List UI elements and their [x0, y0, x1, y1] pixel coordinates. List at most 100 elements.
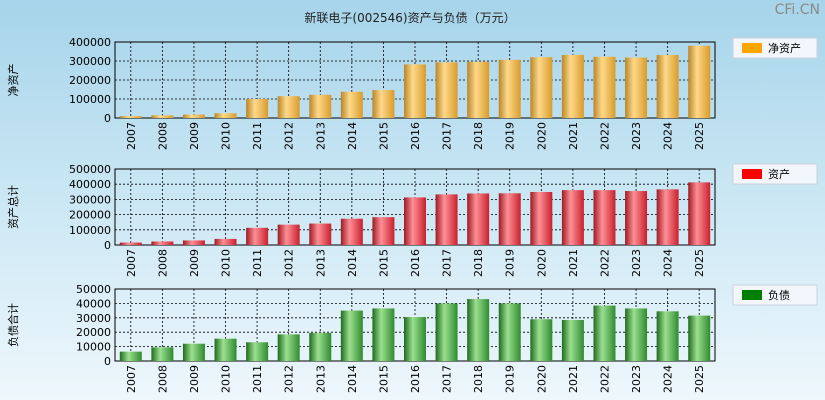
x-tick-label: 2008 — [156, 249, 169, 277]
bar-total-liabilities-2021 — [561, 319, 584, 361]
bar-total-assets-2014 — [340, 218, 363, 245]
bar-total-liabilities-2013 — [309, 332, 332, 361]
x-tick-label: 2016 — [409, 122, 422, 150]
y-tick-label: 50000 — [76, 283, 111, 296]
x-tick-label: 2024 — [662, 365, 675, 393]
bar-total-assets-2009 — [182, 240, 205, 245]
bar-total-liabilities-2022 — [593, 305, 616, 361]
y-tick-label: 0 — [104, 355, 111, 368]
x-tick-label: 2013 — [314, 249, 327, 277]
bar-total-assets-2007 — [119, 242, 142, 245]
x-tick-label: 2024 — [662, 249, 675, 277]
bar-total-assets-2022 — [593, 190, 616, 245]
x-tick-label: 2011 — [251, 249, 264, 277]
y-axis-title: 负债合计 — [6, 303, 20, 347]
watermark: CFi.CN — [775, 2, 820, 18]
x-tick-label: 2010 — [220, 249, 233, 277]
bar-net-assets-2009 — [182, 114, 205, 118]
x-tick-label: 2010 — [220, 122, 233, 150]
x-tick-label: 2015 — [377, 365, 390, 393]
bar-net-assets-2023 — [625, 57, 648, 118]
bar-total-liabilities-2018 — [467, 299, 490, 361]
bar-total-assets-2024 — [656, 189, 679, 245]
y-axis-title: 资产总计 — [6, 185, 20, 229]
x-tick-label: 2014 — [346, 249, 359, 277]
x-tick-label: 2009 — [188, 365, 201, 393]
bar-total-liabilities-2010 — [214, 338, 237, 361]
x-tick-label: 2013 — [314, 122, 327, 150]
y-tick-label: 40000 — [76, 297, 111, 310]
x-tick-label: 2012 — [283, 365, 296, 393]
bar-net-assets-2014 — [340, 91, 363, 118]
x-tick-label: 2018 — [472, 249, 485, 277]
bar-net-assets-2024 — [656, 54, 679, 118]
x-tick-label: 2009 — [188, 122, 201, 150]
x-tick-label: 2007 — [125, 249, 138, 277]
bar-total-liabilities-2011 — [246, 342, 269, 361]
bar-net-assets-2025 — [688, 45, 711, 118]
x-tick-label: 2019 — [504, 365, 517, 393]
bar-net-assets-2008 — [151, 115, 174, 118]
x-tick-label: 2021 — [567, 122, 580, 150]
x-tick-label: 2012 — [283, 122, 296, 150]
x-tick-label: 2007 — [125, 365, 138, 393]
y-tick-label: 0 — [104, 239, 111, 252]
bar-net-assets-2022 — [593, 56, 616, 118]
y-tick-label: 10000 — [76, 341, 111, 354]
bar-total-assets-2021 — [561, 190, 584, 245]
legend-net-assets: 净资产 — [732, 37, 818, 59]
legend-swatch — [742, 290, 762, 300]
x-tick-label: 2022 — [598, 365, 611, 393]
bar-total-assets-2015 — [372, 217, 395, 245]
bar-total-liabilities-2023 — [625, 308, 648, 361]
panel-total-assets: 0 100000 200000 300000 400000 500000 2007 2008 2… — [6, 163, 818, 277]
x-tick-label: 2009 — [188, 249, 201, 277]
x-tick-label: 2013 — [314, 365, 327, 393]
bar-total-liabilities-2020 — [530, 319, 553, 361]
bar-net-assets-2011 — [246, 99, 269, 118]
x-tick-label: 2021 — [567, 249, 580, 277]
bar-net-assets-2020 — [530, 57, 553, 118]
bar-total-liabilities-2012 — [277, 334, 300, 361]
x-tick-label: 2008 — [156, 365, 169, 393]
x-tick-label: 2010 — [220, 365, 233, 393]
y-tick-label: 400000 — [69, 178, 111, 191]
bar-net-assets-2018 — [467, 61, 490, 118]
bar-total-assets-2008 — [151, 241, 174, 245]
x-tick-label: 2023 — [630, 365, 643, 393]
y-tick-label: 20000 — [76, 326, 111, 339]
bar-total-assets-2011 — [246, 227, 269, 245]
x-tick-label: 2014 — [346, 365, 359, 393]
bar-total-assets-2012 — [277, 224, 300, 245]
legend-label: 净资产 — [768, 41, 801, 55]
legend-total-liabilities: 负债 — [732, 284, 818, 306]
x-tick-label: 2014 — [346, 122, 359, 150]
x-tick-label: 2018 — [472, 365, 485, 393]
bar-total-assets-2025 — [688, 182, 711, 245]
bar-total-assets-2013 — [309, 223, 332, 245]
legend-total-assets: 资产 — [732, 163, 818, 185]
x-tick-label: 2018 — [472, 122, 485, 150]
bar-net-assets-2013 — [309, 94, 332, 118]
x-tick-label: 2019 — [504, 249, 517, 277]
bar-net-assets-2021 — [561, 54, 584, 118]
y-tick-label: 100000 — [69, 224, 111, 237]
bar-net-assets-2019 — [498, 59, 521, 118]
x-tick-label: 2017 — [441, 249, 454, 277]
x-tick-label: 2020 — [535, 249, 548, 277]
x-tick-label: 2024 — [662, 122, 675, 150]
x-tick-label: 2016 — [409, 365, 422, 393]
legend-swatch — [742, 169, 762, 179]
bar-total-liabilities-2007 — [119, 351, 142, 361]
bar-net-assets-2012 — [277, 96, 300, 118]
x-tick-label: 2025 — [693, 365, 706, 393]
y-tick-label: 200000 — [69, 209, 111, 222]
legend-label: 负债 — [768, 288, 790, 302]
bar-total-assets-2019 — [498, 193, 521, 245]
bar-total-assets-2020 — [530, 191, 553, 245]
x-tick-label: 2023 — [630, 122, 643, 150]
x-tick-label: 2025 — [693, 122, 706, 150]
x-tick-label: 2016 — [409, 249, 422, 277]
bar-total-assets-2016 — [404, 197, 426, 245]
